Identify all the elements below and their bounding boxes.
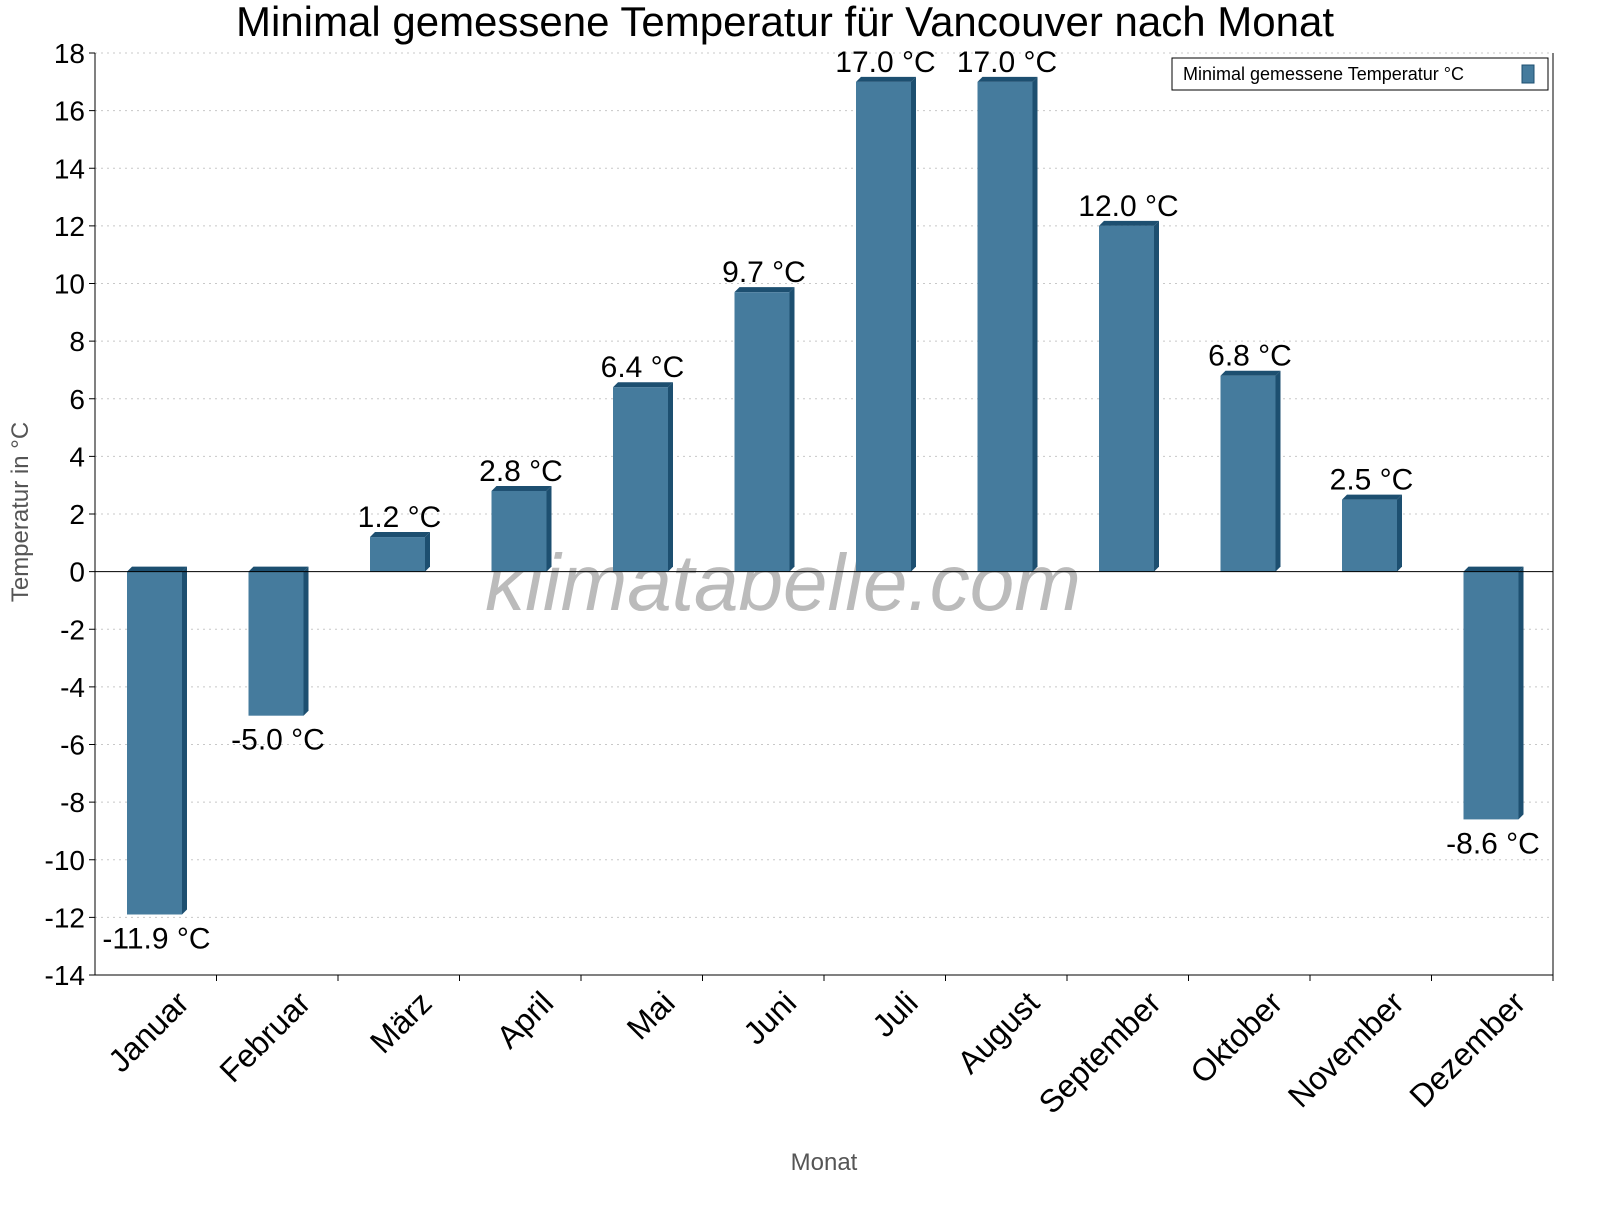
y-tick-label: 18 — [54, 38, 85, 69]
x-tick-label: August — [950, 984, 1046, 1080]
x-tick-label: Dezember — [1402, 984, 1532, 1114]
y-tick-label: -8 — [60, 787, 85, 818]
x-tick-label: Mai — [620, 984, 682, 1046]
data-label: 6.8 °C — [1208, 340, 1292, 373]
y-tick-label: 16 — [54, 96, 85, 127]
bar-side — [1397, 494, 1402, 572]
data-label: 6.4 °C — [601, 351, 685, 384]
y-tick-label: 6 — [69, 384, 85, 415]
bar-top — [1463, 566, 1524, 572]
bar-top — [1342, 494, 1402, 500]
x-tick-label: Juni — [736, 984, 803, 1051]
y-tick-label: 10 — [54, 269, 85, 300]
y-axis-label: Temperatur in °C — [7, 422, 34, 602]
data-label: -5.0 °C — [231, 724, 325, 757]
bars: -11.9 °C -5.0 °C 1.2 °C 2.8 °C 6.4 °C 9.7 °C 1… — [102, 46, 1539, 956]
bar — [1220, 375, 1276, 572]
y-tick-label: 4 — [69, 441, 85, 472]
legend-swatch — [1521, 64, 1535, 84]
legend-label: Minimal gemessene Temperatur °C — [1183, 64, 1464, 84]
data-label: 17.0 °C — [957, 46, 1057, 79]
data-label: 2.8 °C — [479, 455, 563, 488]
bar-side — [425, 532, 430, 572]
data-label: 9.7 °C — [722, 256, 806, 289]
bar — [1463, 571, 1519, 820]
data-label: 17.0 °C — [835, 46, 935, 79]
legend: Minimal gemessene Temperatur °C — [1171, 57, 1549, 91]
bar — [370, 537, 425, 572]
x-tick-label: November — [1281, 984, 1411, 1114]
x-tick-label: Juli — [865, 984, 924, 1043]
y-tick-label: -14 — [45, 960, 85, 991]
data-label: -8.6 °C — [1446, 827, 1540, 860]
y-tick-label: 12 — [54, 211, 85, 242]
bar — [1342, 499, 1397, 572]
bar-side — [911, 76, 916, 572]
bar-side — [303, 566, 309, 716]
data-label: 12.0 °C — [1078, 190, 1178, 223]
bar-top — [977, 76, 1038, 82]
bar — [127, 571, 182, 915]
bar-side — [789, 287, 795, 572]
y-tick-label: -6 — [60, 730, 85, 761]
bar-top — [248, 566, 309, 572]
bar — [977, 81, 1033, 572]
bar-side — [1518, 566, 1524, 820]
bar-side — [1154, 220, 1159, 572]
y-tick-label: 2 — [69, 499, 85, 530]
x-tick-label: Januar — [101, 984, 196, 1079]
y-tick-label: 14 — [54, 153, 85, 184]
bar-side — [1275, 370, 1281, 572]
y-tick-label: -4 — [60, 672, 85, 703]
bar — [1099, 225, 1154, 572]
x-tick-label: April — [489, 984, 560, 1055]
bar-side — [668, 382, 673, 572]
y-tick-label: 8 — [69, 326, 85, 357]
x-tick-label: Februar — [213, 984, 318, 1089]
bar-top — [1099, 220, 1159, 226]
bar-top — [613, 382, 673, 388]
bar — [248, 571, 304, 716]
x-tick-label: September — [1032, 984, 1168, 1120]
bar-top — [856, 76, 916, 82]
x-tick-label: März — [363, 984, 439, 1060]
bar-top — [127, 566, 187, 572]
bar — [856, 81, 911, 572]
bar-side — [1032, 76, 1038, 572]
data-label: 2.5 °C — [1330, 464, 1414, 497]
y-tick-label: 0 — [69, 557, 85, 588]
bar-top — [370, 532, 430, 538]
y-tick-label: -2 — [60, 614, 85, 645]
y-tick-label: -12 — [45, 902, 85, 933]
y-tick-label: -10 — [45, 845, 85, 876]
bar-side — [182, 566, 187, 915]
data-label: 1.2 °C — [358, 501, 442, 534]
bar — [734, 292, 790, 572]
x-axis-label: Monat — [791, 1149, 858, 1176]
x-tick-label: Oktober — [1183, 984, 1289, 1090]
bar-top — [491, 485, 552, 491]
data-label: -11.9 °C — [102, 922, 210, 955]
chart-title: Minimal gemessene Temperatur für Vancouv… — [236, 0, 1334, 45]
bar-side — [546, 485, 552, 572]
bar-top — [734, 287, 795, 293]
bar-top — [1220, 370, 1281, 376]
bar — [491, 490, 547, 572]
gridlines — [95, 52, 1553, 976]
bar — [613, 387, 668, 572]
